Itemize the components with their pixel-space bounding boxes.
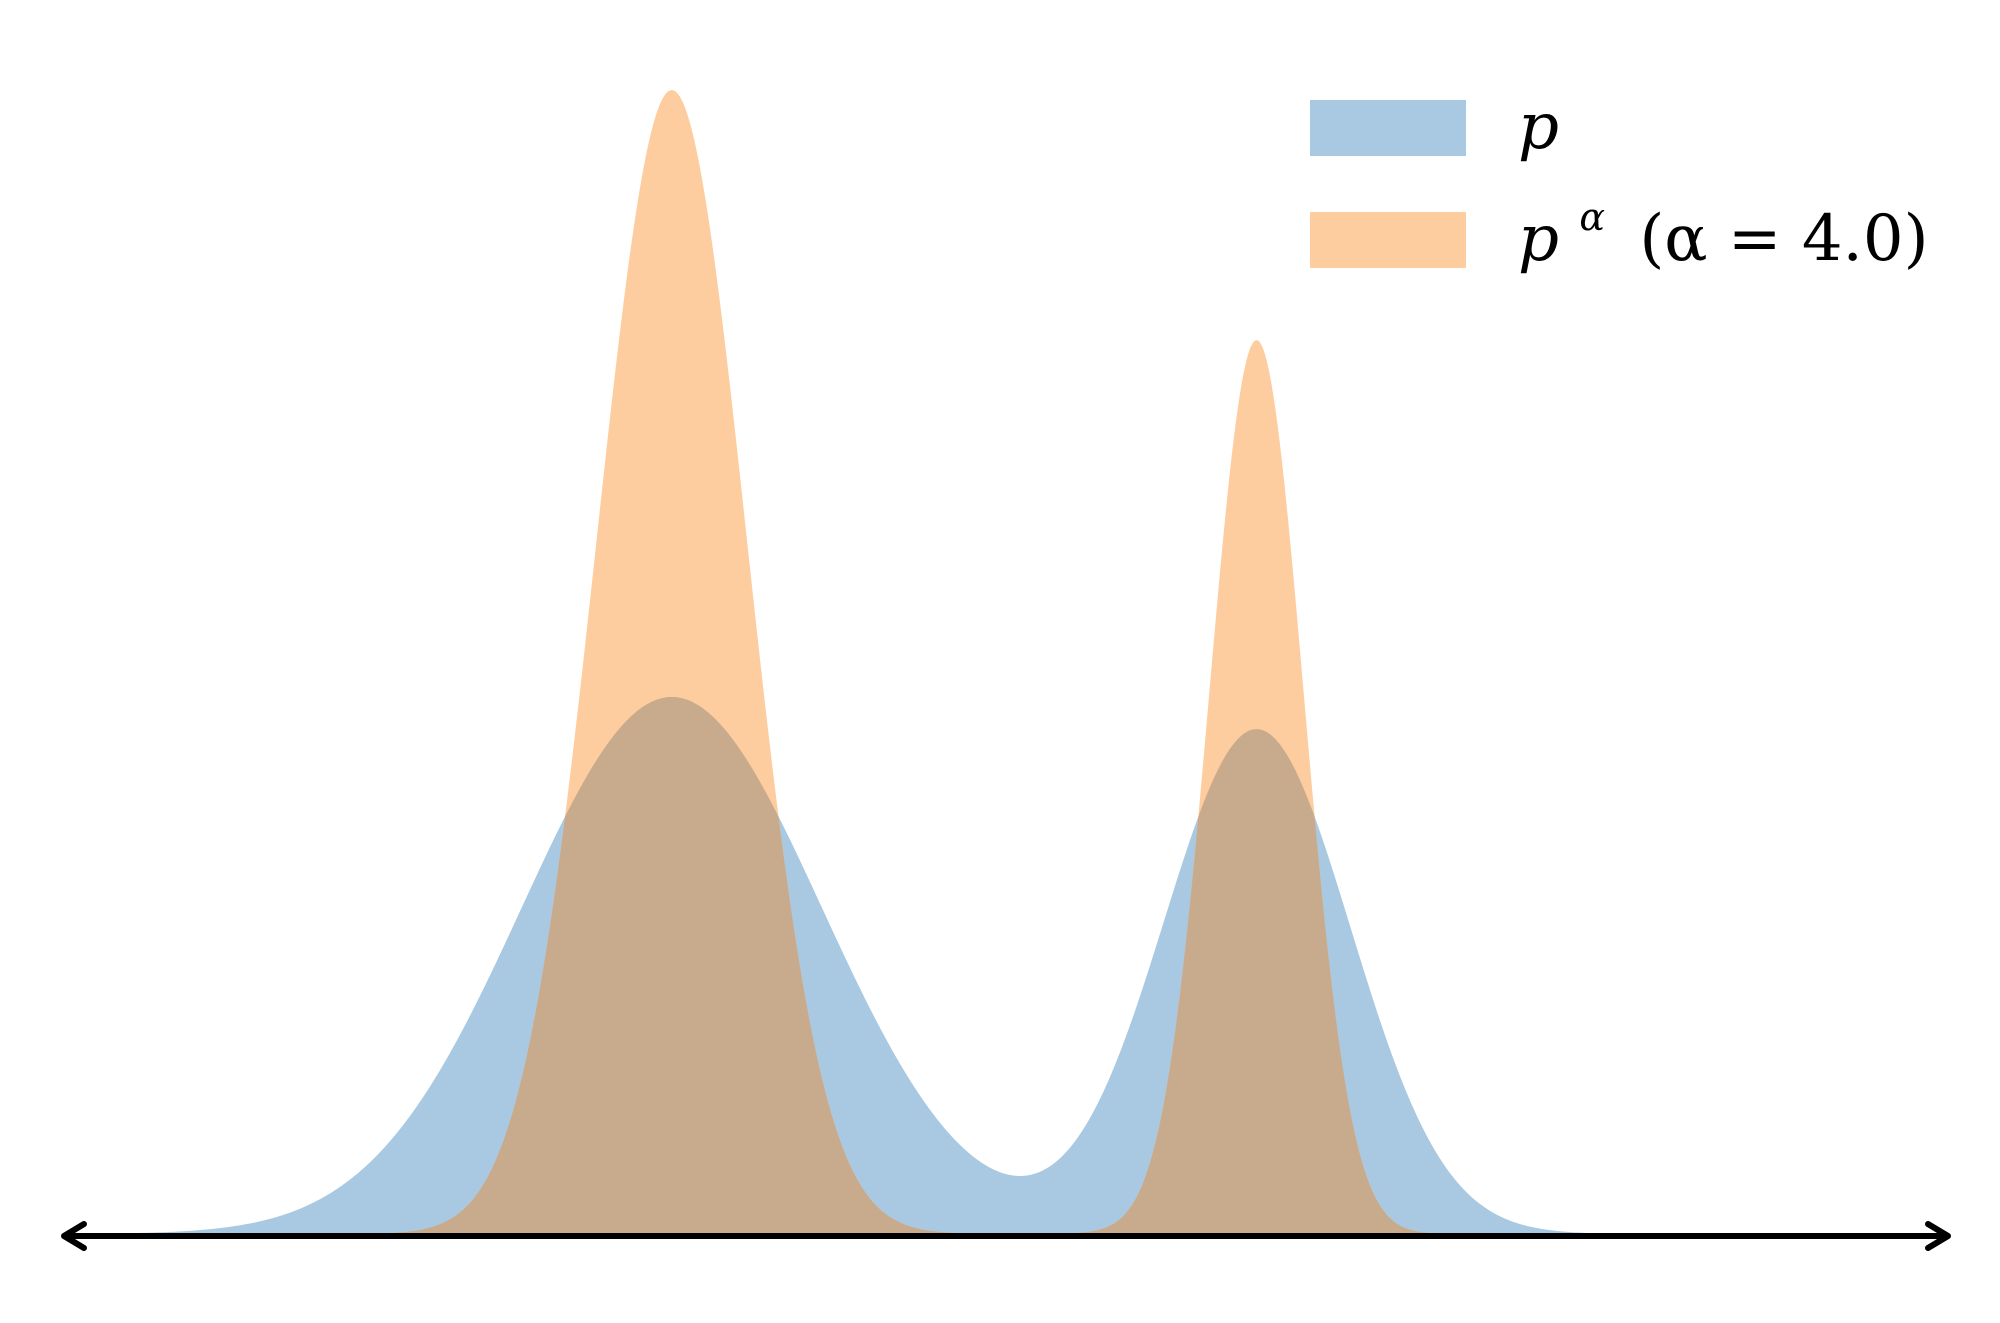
legend-item-p-alpha: p α (α = 4.0) [1310,172,1929,276]
legend-alpha-value: (α = 4.0) [1639,202,1928,276]
x-axis-right-arrow [1925,1221,1951,1251]
x-axis [61,1221,1951,1251]
legend-symbol-p: p [1518,90,1559,164]
legend-symbol-p-alpha: p [1518,202,1559,276]
legend-label-p-alpha: p α (α = 4.0) [1518,172,1929,276]
legend-swatch-p-alpha [1310,212,1466,268]
legend-item-p: p [1310,90,1559,164]
series-overlap-area [66,696,1946,1234]
series-p-area [66,696,1946,1234]
x-axis-left-arrow [61,1221,87,1251]
legend: p p α (α = 4.0) [1310,90,1929,276]
legend-swatch-p [1310,100,1466,156]
legend-superscript-alpha: α [1579,195,1605,239]
plot-area [66,90,1946,1234]
legend-label-p: p [1518,90,1559,164]
